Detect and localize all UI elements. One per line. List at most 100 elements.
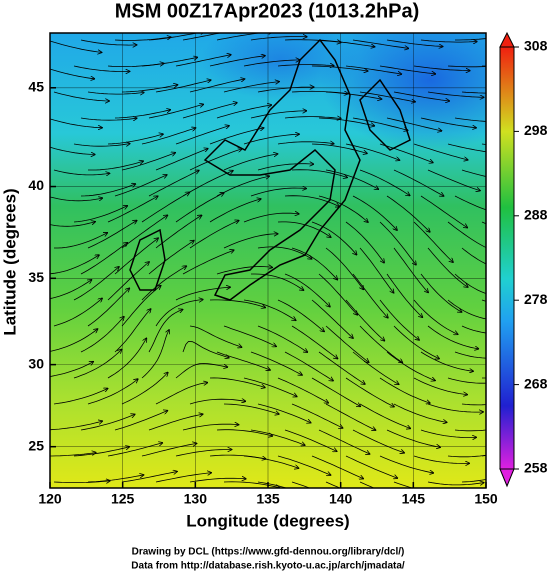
streamline — [50, 196, 102, 201]
streamline — [427, 169, 480, 191]
streamline — [209, 56, 265, 67]
streamline — [54, 233, 107, 249]
streamline — [420, 117, 476, 128]
streamline — [345, 143, 400, 160]
streamline — [447, 377, 486, 384]
streamline — [311, 377, 360, 406]
x-tick-label: 130 — [184, 491, 208, 507]
streamline — [420, 195, 467, 228]
streamline — [489, 117, 545, 118]
streamline — [87, 92, 144, 94]
streamline — [141, 192, 189, 223]
streamline — [216, 105, 271, 119]
streamline — [352, 39, 408, 48]
streamline — [386, 39, 443, 47]
streamline — [141, 57, 197, 67]
streamline — [386, 429, 440, 447]
streamline — [454, 195, 486, 211]
streamline — [53, 91, 109, 101]
streamline — [251, 273, 304, 290]
streamline — [277, 221, 331, 237]
streamline — [359, 247, 394, 293]
streamline — [182, 171, 233, 197]
coastline — [203, 38, 361, 301]
streamline — [284, 195, 339, 207]
streamline — [223, 82, 279, 93]
streamline — [182, 33, 223, 41]
x-tick-label: 150 — [474, 491, 498, 507]
streamline — [489, 416, 543, 430]
streamline — [141, 266, 186, 301]
streamline — [175, 450, 232, 457]
streamline — [454, 117, 486, 122]
streamline — [277, 299, 324, 331]
streamline — [359, 325, 402, 363]
streamline — [489, 196, 545, 202]
streamline — [88, 161, 143, 171]
streamline — [379, 221, 416, 265]
streamline — [455, 38, 486, 41]
streamline — [257, 246, 312, 259]
streamline — [291, 481, 311, 488]
colorbar-tick-label: 278 — [524, 291, 548, 307]
streamline — [148, 310, 183, 353]
streamline — [489, 273, 544, 279]
streamline — [155, 473, 211, 483]
y-tick-label: 25 — [28, 437, 44, 453]
streamline — [284, 273, 330, 307]
streamline — [291, 325, 338, 359]
map-field — [50, 33, 545, 488]
streamline — [393, 247, 428, 292]
streamline — [447, 299, 486, 320]
streamline — [216, 351, 270, 370]
streamline — [121, 215, 167, 249]
streamline — [189, 399, 245, 405]
streamline — [148, 171, 199, 197]
streamline — [447, 143, 486, 153]
streamline — [107, 134, 163, 145]
streamline — [107, 338, 146, 379]
streamline — [243, 213, 299, 223]
streamline — [121, 85, 178, 93]
streamline — [209, 299, 265, 308]
streamline — [175, 126, 229, 145]
streamline — [420, 429, 476, 438]
x-axis-label: Longitude (degrees) — [186, 511, 349, 530]
streamline — [379, 377, 430, 403]
streamline — [80, 118, 137, 120]
streamline — [427, 403, 483, 412]
streamline — [379, 65, 435, 74]
streamline — [216, 429, 272, 436]
streamline — [155, 80, 211, 93]
streamline — [148, 241, 194, 275]
streamline — [189, 478, 246, 483]
streamline — [413, 299, 458, 334]
streamline — [325, 481, 341, 488]
streamline — [114, 309, 151, 353]
streamline — [257, 87, 314, 93]
streamline — [359, 169, 410, 196]
streamline — [216, 267, 272, 275]
streamline — [50, 146, 95, 155]
streamline — [155, 215, 202, 249]
streamline — [325, 91, 382, 99]
streamline — [223, 481, 280, 488]
streamline — [50, 255, 99, 275]
streamline — [461, 247, 486, 265]
x-tick-label: 125 — [111, 491, 135, 507]
streamline — [291, 403, 343, 428]
streamline — [352, 351, 399, 384]
streamline — [257, 164, 313, 171]
streamline — [175, 193, 224, 223]
streamline — [447, 221, 486, 248]
streamline — [50, 329, 98, 352]
streamline — [393, 481, 414, 488]
streamline — [87, 379, 138, 405]
streamline — [461, 403, 486, 406]
streamline — [141, 443, 197, 457]
streamline — [447, 65, 486, 68]
streamline — [175, 287, 230, 301]
streamline — [155, 383, 207, 405]
streamline — [114, 411, 168, 431]
streamline — [311, 299, 353, 338]
